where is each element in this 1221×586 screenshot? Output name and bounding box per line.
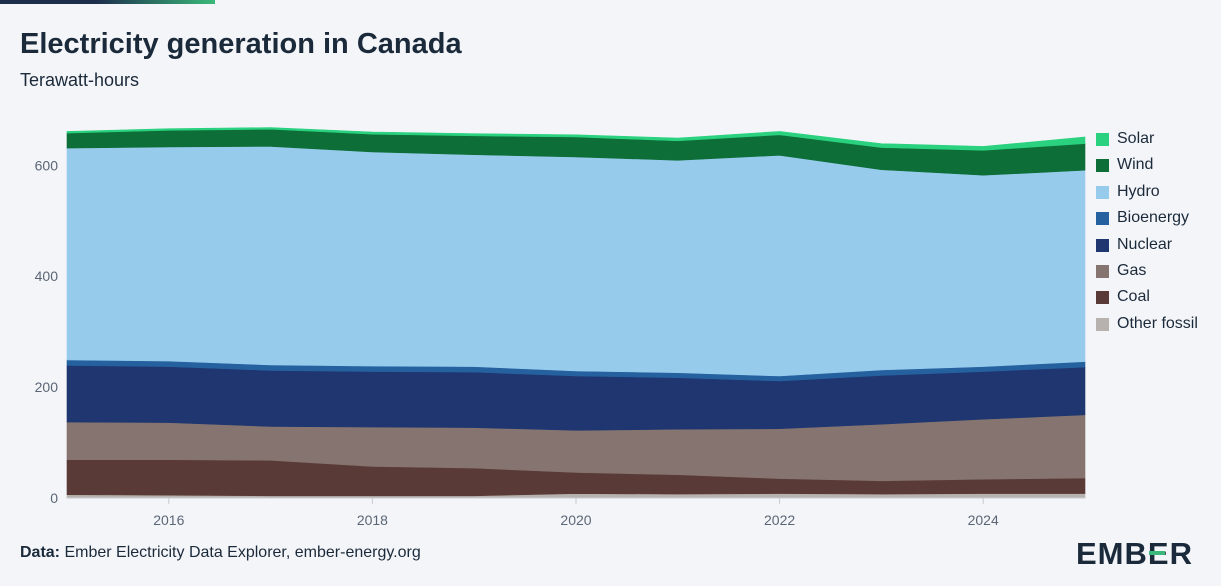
chart-subtitle: Terawatt-hours xyxy=(20,70,140,90)
legend-swatch xyxy=(1096,133,1109,146)
x-tick-label: 2018 xyxy=(357,512,388,528)
legend-swatch xyxy=(1096,159,1109,173)
chart-legend: Solar Wind Hydro Bioenergy Nuclear Gas Coal Oth… xyxy=(1096,130,1207,341)
legend-item-bioenergy: Bioenergy xyxy=(1096,209,1207,235)
legend-item-other-fossil: Other fossil xyxy=(1096,315,1207,341)
legend-item-coal: Coal xyxy=(1096,288,1207,314)
legend-item-gas: Gas xyxy=(1096,262,1207,288)
legend-swatch xyxy=(1096,212,1109,226)
x-tick-label: 2022 xyxy=(764,512,795,528)
x-tick-label: 2024 xyxy=(968,512,999,528)
legend-swatch xyxy=(1096,291,1109,305)
y-tick-label: 0 xyxy=(50,490,58,506)
y-tick-label: 400 xyxy=(35,268,59,284)
legend-swatch xyxy=(1096,238,1109,252)
legend-label: Coal xyxy=(1117,288,1150,306)
ember-logo: EMBER xyxy=(1076,536,1193,571)
y-tick-label: 600 xyxy=(35,157,59,173)
chart-title: Electricity generation in Canada xyxy=(20,28,462,60)
legend-swatch xyxy=(1096,317,1109,331)
legend-label: Nuclear xyxy=(1117,235,1173,253)
data-source-label: Data: xyxy=(20,544,61,561)
legend-item-hydro: Hydro xyxy=(1096,183,1207,209)
legend-label: Other fossil xyxy=(1117,314,1198,332)
area-hydro xyxy=(66,146,1086,377)
legend-label: Gas xyxy=(1117,261,1147,279)
legend-item-nuclear: Nuclear xyxy=(1096,236,1207,262)
y-tick-label: 200 xyxy=(35,379,59,395)
legend-item-wind: Wind xyxy=(1096,156,1207,182)
legend-item-solar: Solar xyxy=(1096,130,1207,156)
data-source-text: Ember Electricity Data Explorer, ember-e… xyxy=(64,544,421,561)
legend-label: Wind xyxy=(1117,156,1154,174)
x-tick-label: 2020 xyxy=(560,512,591,528)
area-solar xyxy=(66,127,1086,151)
top-accent-bar xyxy=(0,0,215,4)
legend-swatch xyxy=(1096,264,1109,278)
x-tick-label: 2016 xyxy=(153,512,184,528)
legend-label: Bioenergy xyxy=(1117,209,1190,227)
legend-label: Hydro xyxy=(1117,182,1160,200)
data-source: Data: Ember Electricity Data Explorer, e… xyxy=(20,544,421,562)
legend-label: Solar xyxy=(1117,130,1155,147)
legend-swatch xyxy=(1096,185,1109,199)
